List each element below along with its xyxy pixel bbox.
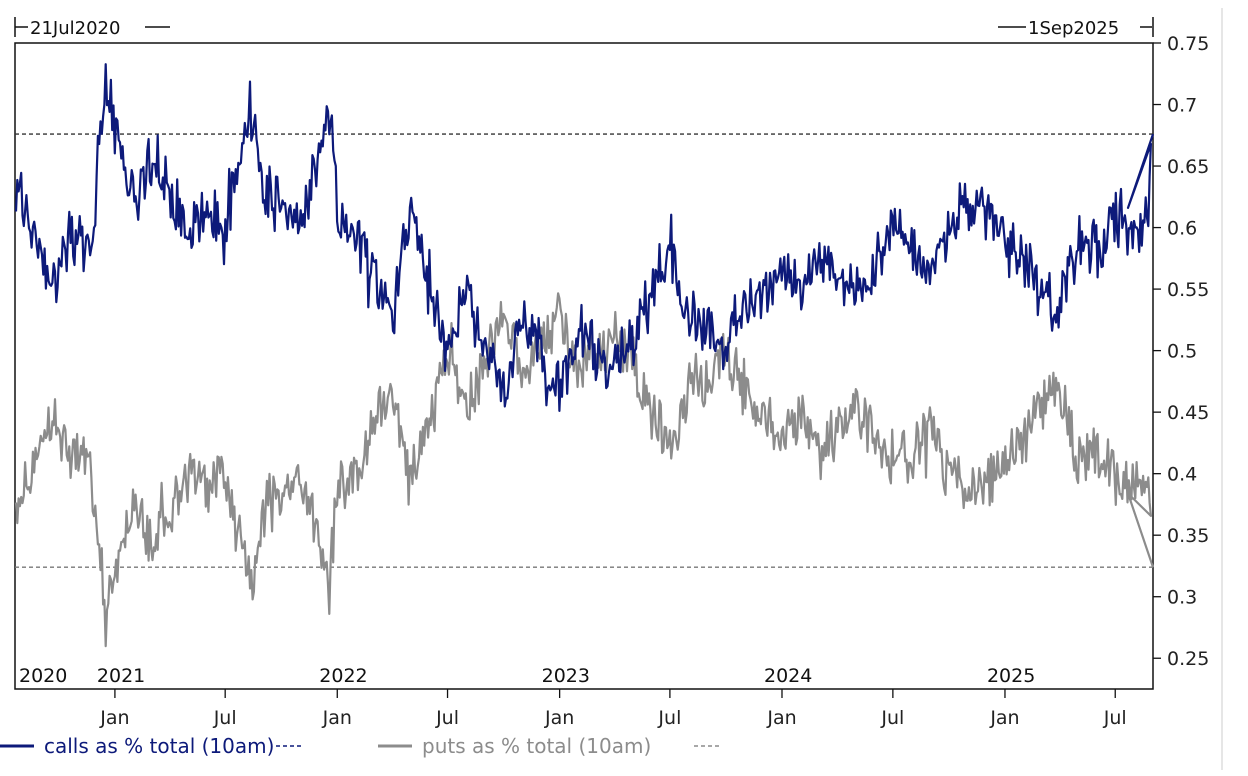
range-indicator-end: 1Sep2025 xyxy=(998,17,1154,39)
y-axis: 0.75 0.7 0.65 0.6 0.55 0.5 0.45 0.4 0.35 0.3 0.25 xyxy=(1153,33,1209,670)
year-label-2: 2022 xyxy=(319,665,367,687)
x-axis: Jan Jul Jan Jul Jan Jul Jan Jul Jan Jul xyxy=(99,689,1127,729)
series-layer xyxy=(14,63,1155,648)
y-tick-label-1: 0.7 xyxy=(1167,95,1197,117)
y-tick-label-7: 0.4 xyxy=(1167,464,1197,486)
range-indicator-start: 21Jul2020 xyxy=(14,17,170,39)
y-tick-label-4: 0.55 xyxy=(1167,279,1209,301)
x-tick-label-7: Jul xyxy=(880,707,904,729)
x-tick-label-3: Jul xyxy=(435,707,459,729)
range-end-label: 1Sep2025 xyxy=(1028,18,1119,39)
range-start-label: 21Jul2020 xyxy=(30,18,120,39)
legend: calls as % total (10am) puts as % total (… xyxy=(0,734,722,758)
x-tick-label-1: Jul xyxy=(213,707,237,729)
legend-label-0: calls as % total (10am) xyxy=(44,734,274,758)
y-tick-label-2: 0.65 xyxy=(1167,156,1209,178)
x-tick-label-5: Jul xyxy=(657,707,681,729)
y-tick-label-3: 0.6 xyxy=(1167,218,1197,240)
y-tick-label-10: 0.25 xyxy=(1167,648,1209,670)
x-tick-label-2: Jan xyxy=(322,707,352,729)
x-tick-label-9: Jul xyxy=(1103,707,1127,729)
x-tick-label-0: Jan xyxy=(99,707,129,729)
year-label-4: 2024 xyxy=(764,665,812,687)
y-tick-label-0: 0.75 xyxy=(1167,33,1209,55)
x-tick-label-6: Jan xyxy=(766,707,796,729)
series-line-0 xyxy=(14,63,1155,412)
x-tick-label-4: Jan xyxy=(544,707,574,729)
year-label-0: 2020 xyxy=(19,665,67,687)
reference-lines xyxy=(15,133,1153,568)
y-tick-label-5: 0.5 xyxy=(1167,341,1197,363)
x-tick-label-8: Jan xyxy=(989,707,1019,729)
year-label-5: 2025 xyxy=(987,665,1035,687)
y-tick-label-8: 0.35 xyxy=(1167,525,1209,547)
y-tick-label-6: 0.45 xyxy=(1167,402,1209,424)
legend-label-1: puts as % total (10am) xyxy=(422,734,651,758)
year-label-1: 2021 xyxy=(97,665,145,687)
y-tick-label-9: 0.3 xyxy=(1167,587,1197,609)
year-labels: 2020 2021 2022 2023 2024 2025 xyxy=(19,665,1035,687)
year-label-3: 2023 xyxy=(542,665,590,687)
